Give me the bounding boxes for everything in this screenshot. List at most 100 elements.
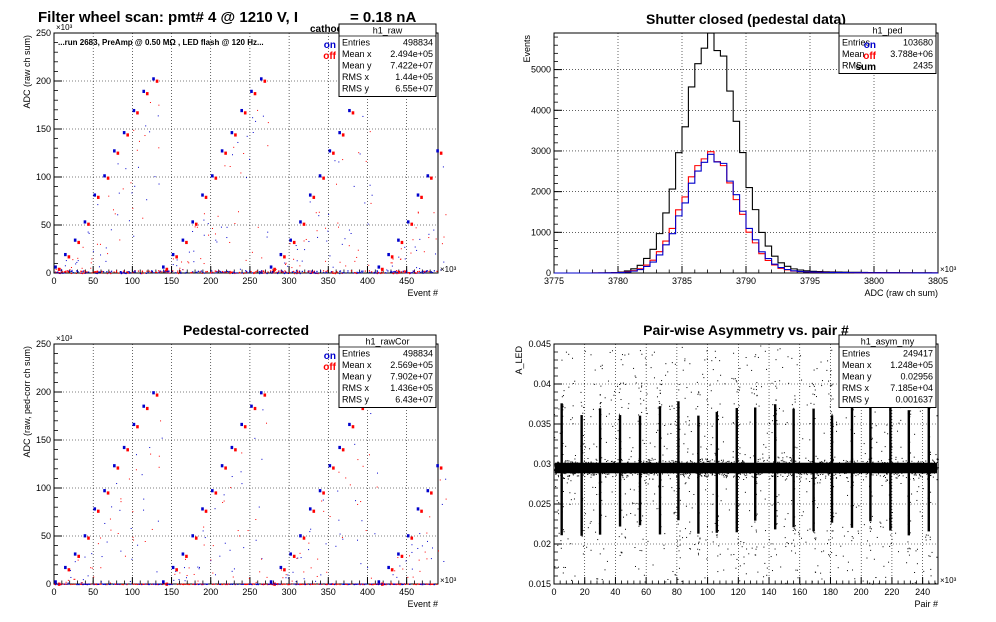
spike-dot bbox=[676, 540, 678, 542]
band-dot bbox=[664, 468, 666, 470]
scatter-dot bbox=[295, 581, 297, 583]
page-title: Filter wheel scan: pmt# 4 @ 1210 V, I bbox=[38, 9, 298, 26]
band-dot bbox=[568, 460, 570, 462]
level-marker bbox=[416, 507, 420, 511]
outlier-dot bbox=[779, 348, 781, 350]
baseline-dot bbox=[398, 270, 400, 272]
scatter-dot bbox=[280, 569, 282, 571]
band-dot bbox=[884, 471, 886, 473]
baseline-dot bbox=[238, 271, 241, 274]
band-dot bbox=[883, 468, 885, 470]
outlier-dot bbox=[569, 503, 571, 505]
band-dot bbox=[811, 473, 813, 475]
spike-dot bbox=[775, 523, 777, 525]
spike-dot bbox=[871, 427, 873, 429]
scatter-dot bbox=[390, 262, 392, 264]
spike-dot bbox=[697, 450, 699, 452]
band-dot bbox=[602, 469, 604, 471]
scatter-dot bbox=[203, 234, 205, 236]
band-dot bbox=[664, 472, 666, 474]
band-dot bbox=[564, 470, 566, 472]
band-dot bbox=[912, 467, 914, 469]
band-dot bbox=[913, 478, 915, 480]
y-tick-label: 0.015 bbox=[528, 579, 551, 589]
band-dot bbox=[590, 468, 592, 470]
band-dot bbox=[741, 467, 743, 469]
spike-dot bbox=[792, 487, 794, 489]
band-dot bbox=[722, 471, 724, 473]
scatter-dot bbox=[90, 267, 92, 269]
spike-dot bbox=[618, 392, 620, 394]
scatter-dot bbox=[407, 576, 409, 578]
band-dot bbox=[645, 470, 647, 472]
band-dot bbox=[673, 467, 675, 469]
baseline-dot bbox=[250, 270, 252, 273]
x-axis-label: Event # bbox=[407, 599, 438, 609]
band-dot bbox=[689, 460, 691, 462]
outlier-dot bbox=[869, 526, 871, 528]
baseline-dot bbox=[83, 270, 85, 272]
baseline-dot bbox=[229, 272, 231, 275]
baseline-dot bbox=[316, 272, 318, 274]
outlier-dot bbox=[712, 369, 714, 371]
band-dot bbox=[856, 463, 858, 465]
baseline-dot bbox=[436, 270, 438, 272]
y-tick-label: 0.035 bbox=[528, 419, 551, 429]
band-dot bbox=[814, 463, 816, 465]
band-dot bbox=[797, 465, 799, 467]
band-dot bbox=[714, 466, 716, 468]
asymmetry-spike-up bbox=[754, 407, 757, 468]
spike-dot bbox=[833, 465, 835, 467]
band-dot bbox=[587, 461, 589, 463]
x-tick-label: 20 bbox=[580, 587, 590, 597]
band-dot bbox=[645, 463, 647, 465]
scatter-dot bbox=[267, 145, 269, 147]
outlier-dot bbox=[623, 516, 625, 518]
outlier-dot bbox=[934, 461, 936, 463]
asymmetry-spike-down bbox=[618, 468, 622, 527]
baseline-dot bbox=[419, 271, 422, 274]
outlier-dot bbox=[659, 483, 661, 485]
band-dot bbox=[916, 464, 918, 466]
asymmetry-spike-down bbox=[889, 468, 892, 531]
band-dot bbox=[916, 462, 918, 464]
baseline-dot bbox=[202, 271, 204, 273]
baseline-dot bbox=[332, 271, 334, 273]
band-dot bbox=[884, 474, 886, 476]
baseline-dot bbox=[288, 583, 290, 585]
baseline-dot bbox=[89, 583, 92, 585]
stats-row-value: 498834 bbox=[403, 349, 433, 359]
outlier-dot bbox=[785, 582, 787, 584]
spike-dot bbox=[910, 413, 912, 415]
band-dot bbox=[925, 468, 927, 470]
baseline-dot bbox=[396, 272, 399, 274]
spike-dot bbox=[776, 496, 778, 498]
scatter-dot bbox=[157, 115, 159, 117]
band-dot bbox=[722, 470, 724, 472]
band-dot bbox=[768, 464, 770, 466]
outlier-dot bbox=[664, 533, 666, 535]
band-dot bbox=[771, 466, 773, 468]
band-dot bbox=[860, 470, 862, 472]
baseline-dot bbox=[241, 272, 243, 274]
band-dot bbox=[572, 473, 574, 475]
band-dot bbox=[683, 474, 685, 476]
level-marker bbox=[377, 580, 381, 584]
band-dot bbox=[669, 468, 671, 470]
band-dot bbox=[791, 466, 793, 468]
band-dot bbox=[810, 468, 812, 470]
spike-dot bbox=[871, 438, 873, 440]
band-dot bbox=[786, 466, 788, 468]
band-dot bbox=[707, 475, 709, 477]
scatter-dot bbox=[404, 246, 406, 248]
band-dot bbox=[582, 468, 584, 470]
spike-dot bbox=[678, 450, 680, 452]
band-dot bbox=[702, 469, 704, 471]
outlier-dot bbox=[700, 446, 702, 448]
scatter-dot bbox=[293, 258, 295, 260]
band-dot bbox=[657, 474, 659, 476]
x-tick-label: 50 bbox=[88, 276, 98, 286]
band-dot bbox=[695, 469, 697, 471]
outlier-dot bbox=[569, 492, 571, 494]
